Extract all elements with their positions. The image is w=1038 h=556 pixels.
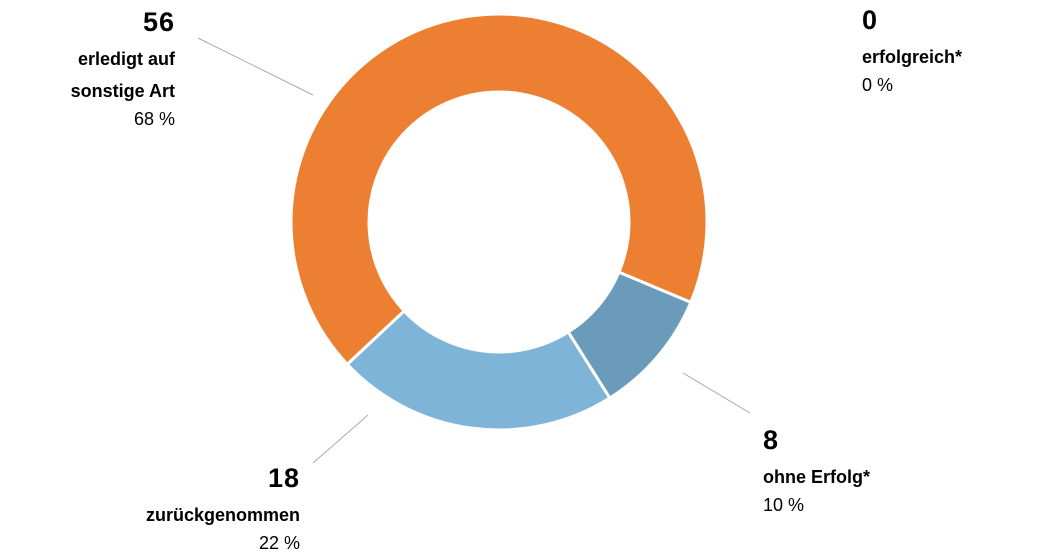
percent-label: 68 % — [133, 109, 175, 129]
value-label: 0 — [862, 5, 879, 35]
leader-line — [312, 414, 369, 464]
category-label: erledigt auf sonstige Art — [70, 49, 175, 101]
segment-label: 8 ohne Erfolg* 10 % — [763, 425, 963, 517]
category-label: zurückgenommen — [145, 505, 300, 525]
value-label: 8 — [763, 425, 780, 455]
percent-label: 0 % — [862, 75, 894, 95]
percent-label: 10 % — [763, 495, 805, 515]
category-label: ohne Erfolg* — [763, 467, 870, 487]
category-label: erfolgreich* — [862, 47, 963, 67]
leader-line — [682, 372, 751, 414]
segment-label: 18 zurückgenommen 22 % — [100, 463, 300, 555]
segment-label: 0 erfolgreich* 0 % — [862, 5, 1038, 97]
leader-line — [197, 37, 314, 96]
value-label: 56 — [142, 7, 175, 37]
donut-segment — [345, 308, 612, 432]
percent-label: 22 % — [258, 533, 300, 553]
donut-segment — [289, 12, 709, 367]
value-label: 18 — [267, 463, 300, 493]
segment-label: 56 erledigt auf sonstige Art 68 % — [0, 7, 175, 131]
